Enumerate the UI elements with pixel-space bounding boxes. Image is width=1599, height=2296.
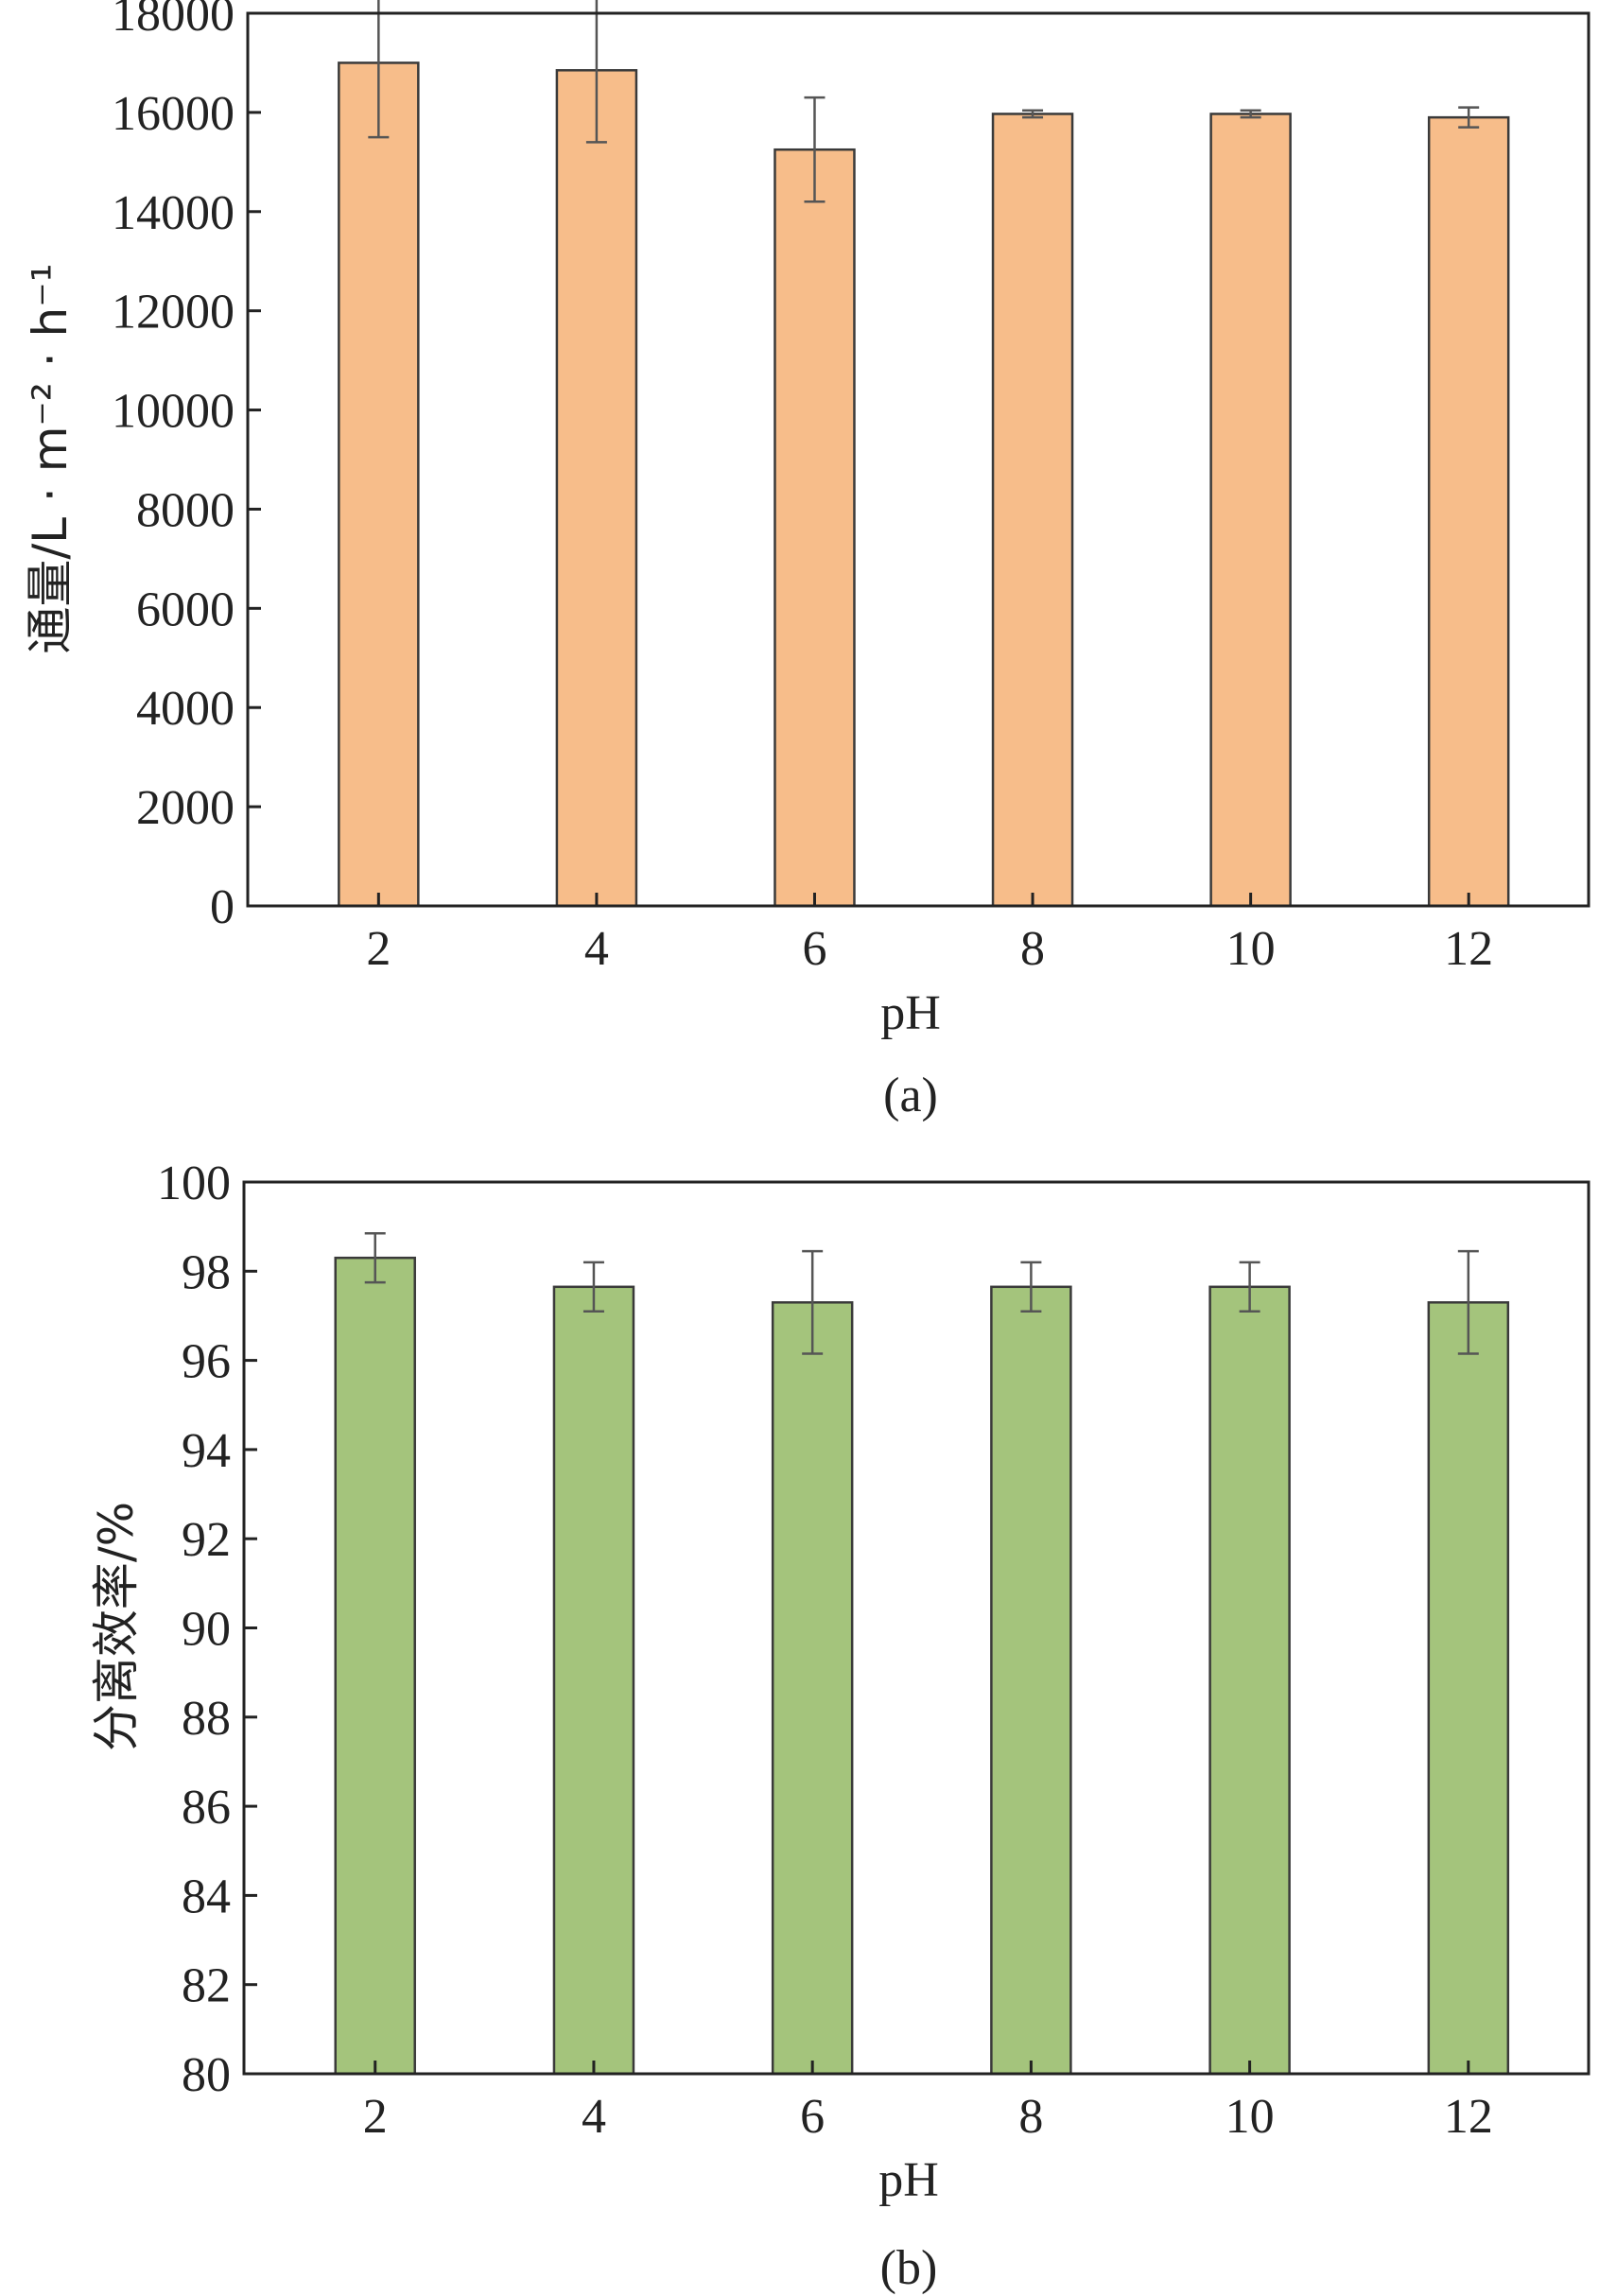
bar — [991, 113, 1074, 908]
x-tick-label: 2 — [366, 922, 391, 976]
bar — [1208, 1285, 1291, 2076]
bar — [334, 1256, 416, 2076]
y-tick-label: 14000 — [112, 186, 235, 240]
error-bar — [1458, 106, 1480, 129]
x-axis-title: pH — [880, 986, 941, 1040]
y-tick-label: 88 — [182, 1692, 231, 1746]
bar — [338, 61, 420, 908]
y-tick-label: 8000 — [136, 483, 235, 537]
plot-frame — [246, 11, 1590, 908]
y-tick-label: 96 — [182, 1335, 231, 1389]
y-tick-label: 100 — [157, 1157, 231, 1210]
y-tick-label: 90 — [182, 1603, 231, 1657]
bar — [1427, 115, 1510, 908]
bar — [773, 148, 856, 908]
bar — [771, 1301, 854, 2076]
error-bar — [1020, 1261, 1042, 1313]
chart-panel-a: 0 2000 4000 6000 8000 10000 12000 14000 16000 180… — [23, 0, 1590, 1122]
x-tick-label: 4 — [584, 922, 609, 976]
x-tick-label: 12 — [1444, 922, 1493, 976]
y-tick-label: 98 — [182, 1245, 231, 1299]
error-bar — [1022, 109, 1044, 119]
x-tick-label: 12 — [1444, 2090, 1493, 2144]
y-tick-label: 82 — [182, 1959, 231, 2013]
bar — [1209, 113, 1292, 908]
y-tick-label: 16000 — [112, 87, 235, 141]
plot-frame — [242, 1180, 1590, 2076]
y-tick-label: 2000 — [136, 781, 235, 835]
panel-label: (b) — [880, 2241, 938, 2295]
y-tick-label: 92 — [182, 1513, 231, 1567]
error-bar — [802, 1249, 824, 1355]
x-axis-title: pH — [878, 2153, 939, 2207]
y-tick-label: 0 — [210, 880, 235, 934]
x-tick-label: 6 — [800, 2090, 825, 2144]
x-tick-label: 2 — [363, 2090, 388, 2144]
y-tick-label: 4000 — [136, 682, 235, 736]
bar — [555, 69, 638, 908]
y-tick-label: 12000 — [112, 286, 235, 339]
bar — [990, 1285, 1072, 2076]
y-tick-label: 86 — [182, 1781, 231, 1835]
error-bar — [582, 1261, 604, 1313]
error-bar — [1240, 109, 1261, 119]
y-axis-title: 分离效率/% — [89, 1502, 144, 1751]
y-tick-label: 18000 — [112, 0, 235, 42]
panel-label: (a) — [883, 1069, 938, 1122]
bar — [552, 1285, 635, 2076]
error-bar — [804, 96, 826, 203]
x-tick-label: 8 — [1020, 922, 1045, 976]
bar — [1427, 1301, 1510, 2076]
x-tick-label: 6 — [802, 922, 826, 976]
x-tick-label: 10 — [1226, 922, 1276, 976]
error-bar — [585, 0, 607, 144]
x-tick-label: 4 — [582, 2090, 606, 2144]
y-tick-label: 6000 — [136, 583, 235, 636]
y-axis-title: 通量/L · m⁻² · h⁻¹ — [23, 263, 78, 653]
error-bar — [1239, 1261, 1260, 1313]
error-bar — [364, 1231, 386, 1284]
y-tick-label: 10000 — [112, 385, 235, 439]
y-tick-label: 84 — [182, 1870, 231, 1923]
y-tick-label: 94 — [182, 1424, 231, 1478]
y-tick-label: 80 — [182, 2048, 231, 2102]
x-tick-label: 10 — [1225, 2090, 1275, 2144]
x-tick-label: 8 — [1018, 2090, 1043, 2144]
error-bar — [1457, 1249, 1479, 1355]
chart-panel-b: 80 82 84 86 88 90 92 94 96 98 100 2 4 6 8 10 12 pH 分离效率/% (… — [89, 1157, 1590, 2295]
